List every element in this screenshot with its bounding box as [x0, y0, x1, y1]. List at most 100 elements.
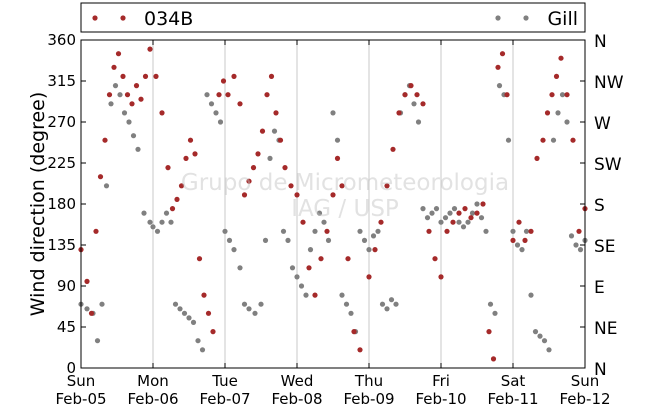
- data-point-034b: [486, 329, 492, 335]
- data-point-gill: [447, 210, 453, 216]
- data-point-034b: [120, 73, 126, 79]
- data-point-034b: [159, 110, 165, 116]
- data-point-gill: [294, 274, 300, 280]
- data-point-034b: [318, 256, 324, 262]
- y-axis-label: Wind direction (degree): [27, 92, 49, 317]
- x-tick-label-date: Feb-09: [343, 390, 394, 408]
- data-point-034b: [138, 96, 144, 102]
- data-point-034b: [111, 64, 117, 70]
- data-point-gill: [474, 201, 480, 207]
- data-point-gill: [487, 301, 494, 307]
- y-tick-label: 0: [66, 359, 76, 377]
- grid: [152, 40, 514, 368]
- y-tick-label: 225: [47, 154, 76, 172]
- data-point-gill: [357, 228, 363, 234]
- data-point-034b: [306, 265, 312, 271]
- data-point-034b: [402, 92, 408, 98]
- data-point-034b: [312, 292, 318, 298]
- data-point-gill: [181, 310, 188, 316]
- data-point-034b: [106, 92, 113, 98]
- data-point-034b: [178, 183, 185, 189]
- data-point-034b: [115, 51, 122, 57]
- data-point-gill: [532, 329, 539, 335]
- data-point-gill: [231, 247, 237, 253]
- data-point-034b: [133, 83, 140, 89]
- data-point-gill: [375, 228, 381, 234]
- y2-tick-label: N: [594, 32, 607, 52]
- x-tick-label-day: Thu: [354, 372, 383, 390]
- data-point-gill: [528, 292, 534, 298]
- data-point-gill: [469, 210, 476, 216]
- y2-tick-label: NE: [594, 319, 617, 339]
- data-point-gill: [429, 210, 435, 216]
- legend-marker-gill: [523, 15, 529, 21]
- data-point-gill: [117, 92, 123, 98]
- data-point-gill: [514, 242, 521, 248]
- data-point-gill: [177, 306, 183, 312]
- data-point-gill: [141, 210, 147, 216]
- data-point-034b: [390, 146, 396, 152]
- data-point-034b: [288, 183, 294, 189]
- data-point-gill: [519, 247, 525, 253]
- x-tick-label-day: Sun: [571, 372, 600, 390]
- data-point-034b: [490, 356, 497, 362]
- data-point-034b: [210, 329, 216, 335]
- data-point-gill: [438, 219, 444, 225]
- y-tick-label: 270: [47, 113, 76, 131]
- data-point-034b: [516, 219, 522, 225]
- data-point-034b: [169, 206, 176, 212]
- data-point-034b: [495, 64, 501, 70]
- data-point-034b: [153, 73, 159, 79]
- data-point-034b: [396, 110, 402, 116]
- data-point-034b: [462, 206, 468, 212]
- data-point-034b: [93, 228, 99, 234]
- data-point-gill: [108, 101, 114, 107]
- data-point-gill: [366, 247, 372, 253]
- data-point-034b: [345, 256, 351, 262]
- data-point-034b: [250, 165, 257, 171]
- x-tick-label-date: Feb-11: [487, 390, 538, 408]
- legend-label-gill: Gill: [547, 8, 578, 30]
- data-point-034b: [357, 347, 363, 353]
- data-point-gill: [420, 206, 426, 212]
- data-point-gill: [252, 310, 258, 316]
- data-point-034b: [165, 165, 171, 171]
- data-point-034b: [534, 155, 540, 161]
- data-point-034b: [528, 228, 534, 234]
- data-point-034b: [339, 183, 345, 189]
- data-point-gill: [568, 233, 575, 239]
- data-point-gill: [246, 306, 252, 312]
- data-point-gill: [478, 215, 485, 221]
- data-point-gill: [424, 215, 431, 221]
- data-point-gill: [121, 110, 128, 116]
- data-point-034b: [201, 292, 207, 298]
- data-point-gill: [325, 237, 332, 243]
- y-tick-label: 180: [47, 195, 76, 213]
- data-point-034b: [220, 78, 227, 84]
- y2-tick-label: SE: [594, 237, 616, 257]
- data-point-gill: [195, 338, 201, 344]
- x-tick-label-day: Tue: [211, 372, 238, 390]
- data-point-gill: [258, 301, 264, 307]
- data-point-gill: [393, 301, 399, 307]
- data-point-gill: [126, 119, 132, 125]
- data-point-gill: [415, 119, 422, 125]
- x-tick-label-date: Feb-12: [559, 390, 610, 408]
- data-point-034b: [549, 92, 555, 98]
- legend: 034B Gill: [92, 8, 578, 30]
- x-tick-label-day: Sat: [501, 372, 526, 390]
- data-point-034b: [553, 73, 560, 79]
- data-point-034b: [366, 274, 372, 280]
- data-point-gill: [456, 219, 462, 225]
- x-tick-label-date: Feb-08: [271, 390, 322, 408]
- data-point-gill: [496, 83, 503, 89]
- data-point-gill: [388, 297, 395, 303]
- data-point-034b: [450, 219, 456, 225]
- data-point-034b: [351, 329, 357, 335]
- data-point-gill: [241, 301, 248, 307]
- x-tick-label-day: Fri: [432, 372, 450, 390]
- data-point-034b: [187, 137, 194, 143]
- data-point-gill: [130, 133, 137, 139]
